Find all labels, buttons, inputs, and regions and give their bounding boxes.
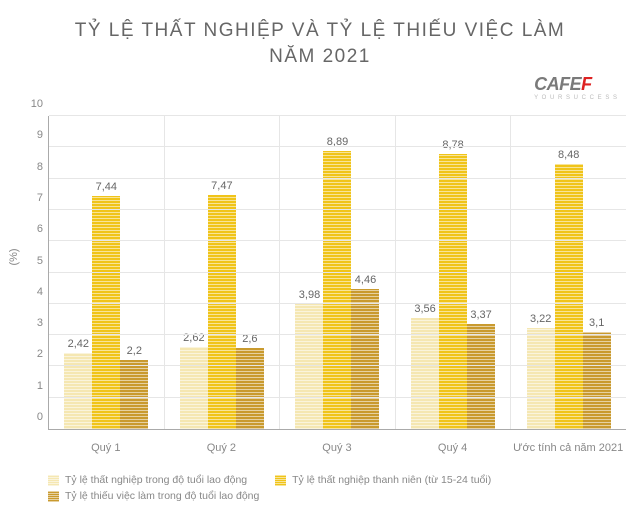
bar-wrap: 3,22	[527, 116, 555, 429]
y-tick-label: 6	[37, 223, 49, 235]
y-axis-title: (%)	[8, 248, 20, 265]
grid-line	[49, 303, 626, 304]
bar-s3: 3,1	[583, 332, 611, 429]
bar-wrap: 3,56	[411, 116, 439, 429]
bar-s2: 8,89	[323, 151, 351, 429]
x-axis-labels: Quý 1Quý 2Quý 3Quý 4Ước tính cả năm 2021	[48, 442, 626, 454]
y-tick-label: 7	[37, 192, 49, 204]
bar-wrap: 3,1	[583, 116, 611, 429]
grid-line	[49, 272, 626, 273]
legend: Tỷ lệ thất nghiệp trong độ tuổi lao động…	[48, 474, 626, 502]
bar-wrap: 7,44	[92, 116, 120, 429]
bar-value-label: 3,1	[589, 317, 604, 332]
legend-label: Tỷ lệ thất nghiệp trong độ tuổi lao động	[65, 474, 247, 486]
y-tick-label: 5	[37, 255, 49, 267]
y-tick-label: 9	[37, 129, 49, 141]
grid-line	[49, 178, 626, 179]
bar-groups: 2,427,442,22,627,472,63,988,894,463,568,…	[49, 116, 626, 429]
grid-line	[49, 397, 626, 398]
grid-line	[49, 115, 626, 116]
bar-value-label: 4,46	[355, 274, 376, 289]
x-axis-label: Quý 4	[395, 442, 511, 454]
grid-line	[49, 365, 626, 366]
bar-wrap: 8,48	[555, 116, 583, 429]
y-tick-label: 8	[37, 161, 49, 173]
bar-value-label: 2,2	[127, 345, 142, 360]
y-tick-label: 1	[37, 380, 49, 392]
legend-label: Tỷ lệ thiếu việc làm trong độ tuổi lao đ…	[65, 490, 259, 502]
bar-wrap: 2,6	[236, 116, 264, 429]
bar-wrap: 2,62	[180, 116, 208, 429]
legend-swatch	[275, 475, 286, 486]
bar-wrap: 7,47	[208, 116, 236, 429]
bar-s1: 2,62	[180, 347, 208, 429]
y-tick-label: 4	[37, 286, 49, 298]
bar-wrap: 3,98	[295, 116, 323, 429]
bar-s2: 7,47	[208, 195, 236, 429]
bar-group: 2,627,472,6	[165, 116, 281, 429]
bar-s3: 2,6	[236, 348, 264, 429]
watermark-text: CAFEF	[534, 74, 618, 95]
bar-s3: 3,37	[467, 324, 495, 429]
title-line1: TỶ LỆ THẤT NGHIỆP VÀ TỶ LỆ THIẾU VIỆC LÀ…	[14, 18, 626, 44]
bar-value-label: 3,22	[530, 313, 551, 328]
bar-s1: 3,22	[527, 328, 555, 429]
bar-value-label: 7,44	[96, 181, 117, 196]
bar-wrap: 8,78	[439, 116, 467, 429]
bar-wrap: 8,89	[323, 116, 351, 429]
bar-value-label: 3,56	[414, 303, 435, 318]
bar-value-label: 8,48	[558, 149, 579, 164]
legend-swatch	[48, 475, 59, 486]
bar-s2: 7,44	[92, 196, 120, 429]
x-axis-label: Ước tính cả năm 2021	[510, 442, 626, 454]
x-axis-label: Quý 2	[164, 442, 280, 454]
grid-line	[49, 240, 626, 241]
y-tick-label: 3	[37, 317, 49, 329]
bar-group: 2,427,442,2	[49, 116, 165, 429]
bar-s1: 3,98	[295, 304, 323, 429]
x-axis-label: Quý 1	[48, 442, 164, 454]
bar-wrap: 2,42	[64, 116, 92, 429]
chart-container: TỶ LỆ THẤT NGHIỆP VÀ TỶ LỆ THIẾU VIỆC LÀ…	[0, 0, 640, 514]
bar-wrap: 4,46	[351, 116, 379, 429]
legend-label: Tỷ lệ thất nghiệp thanh niên (từ 15-24 t…	[292, 474, 491, 486]
y-tick-label: 0	[37, 411, 49, 423]
bar-wrap: 2,2	[120, 116, 148, 429]
grid-line	[49, 334, 626, 335]
bar-value-label: 3,37	[470, 309, 491, 324]
legend-item: Tỷ lệ thiếu việc làm trong độ tuổi lao đ…	[48, 490, 259, 502]
bar-s2: 8,78	[439, 154, 467, 429]
y-tick-label: 10	[31, 98, 49, 110]
grid-line	[49, 209, 626, 210]
legend-item: Tỷ lệ thất nghiệp thanh niên (từ 15-24 t…	[275, 474, 491, 486]
bar-group: 3,56 8,783,37	[396, 116, 512, 429]
bar-wrap: 3,37	[467, 116, 495, 429]
bar-group: 3,988,894,46	[280, 116, 396, 429]
watermark: CAFEF Y O U R S U C C E S S	[534, 74, 618, 101]
grid-line	[49, 146, 626, 147]
y-tick-label: 2	[37, 348, 49, 360]
bar-s3: 2,2	[120, 360, 148, 429]
legend-swatch	[48, 491, 59, 502]
watermark-sub: Y O U R S U C C E S S	[534, 95, 618, 101]
bar-group: 3,228,483,1	[511, 116, 626, 429]
bar-s2: 8,48	[555, 164, 583, 429]
bar-s3: 4,46	[351, 289, 379, 429]
bar-value-label: 2,42	[68, 338, 89, 353]
bar-value-label: 7,47	[211, 180, 232, 195]
x-axis-label: Quý 3	[279, 442, 395, 454]
bar-value-label: 8,89	[327, 136, 348, 151]
plot-area: 2,427,442,22,627,472,63,988,894,463,568,…	[48, 116, 626, 430]
legend-item: Tỷ lệ thất nghiệp trong độ tuổi lao động	[48, 474, 247, 486]
chart-title: TỶ LỆ THẤT NGHIỆP VÀ TỶ LỆ THIẾU VIỆC LÀ…	[14, 18, 626, 69]
title-line2: NĂM 2021	[14, 44, 626, 70]
